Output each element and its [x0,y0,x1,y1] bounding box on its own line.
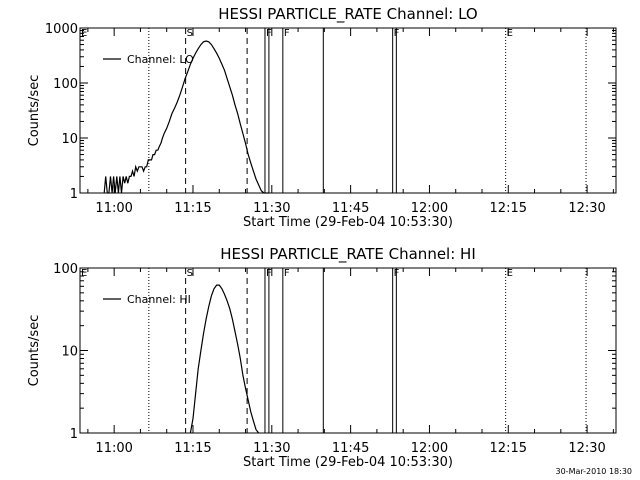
x-tick-label: 11:45 [332,441,369,456]
x-tick-label: 12:00 [411,441,448,456]
x-tick-label: 12:00 [411,201,448,216]
x-tick-label: 11:30 [253,201,290,216]
y-tick-label: 100 [53,77,78,92]
plot-frame [79,27,617,194]
y-tick-label: 1 [70,187,78,202]
series-line [189,284,260,434]
event-marker-label: S [187,28,193,39]
y-tick-label: 1 [70,427,78,442]
x-tick-label: 11:45 [332,201,369,216]
x-tick-label: 11:00 [95,441,132,456]
y-axis-label: Counts/sec [27,75,42,147]
x-axis-label: Start Time (29-Feb-04 10:53:30) [243,455,453,470]
event-marker-label: E [81,28,87,39]
legend-label: Channel: LO [127,53,194,66]
chart-title: HESSI PARTICLE_RATE Channel: HI [220,245,476,264]
x-tick-label: 11:00 [95,201,132,216]
x-tick-label: 12:30 [568,201,605,216]
y-tick-label: 10 [61,345,78,360]
event-marker-label: E [81,268,87,279]
footer-timestamp: 30-Mar-2010 18:30 [556,467,633,476]
x-tick-label: 12:15 [490,441,527,456]
legend-label: Channel: HI [127,293,191,306]
chart-title: HESSI PARTICLE_RATE Channel: LO [218,5,477,24]
y-tick-label: 10 [61,132,78,147]
event-marker-label: S [187,268,193,279]
event-marker-label: E [507,268,513,279]
x-tick-label: 11:15 [174,441,211,456]
event-marker-label: F [284,28,290,39]
series-line [103,40,270,194]
y-tick-label: 100 [53,262,78,277]
chart-panel-hi: ESFFFE11:0011:1511:3011:4512:0012:1512:3… [27,245,617,470]
x-tick-label: 11:15 [174,201,211,216]
chart-panel-lo: ESFFFE11:0011:1511:3011:4512:0012:1512:3… [27,5,617,230]
y-tick-label: 1000 [45,22,78,37]
x-tick-label: 12:15 [490,201,527,216]
event-marker-label: F [284,268,290,279]
event-marker-label: E [507,28,513,39]
x-tick-label: 11:30 [253,441,290,456]
x-axis-label: Start Time (29-Feb-04 10:53:30) [243,215,453,230]
y-axis-label: Counts/sec [27,315,42,387]
x-tick-label: 12:30 [568,441,605,456]
